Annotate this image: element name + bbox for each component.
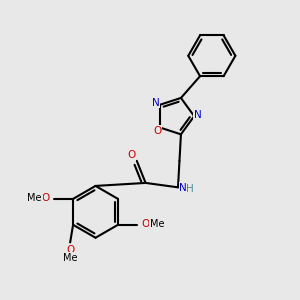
Text: N: N (179, 183, 187, 193)
Text: Me: Me (63, 253, 78, 263)
Text: O: O (66, 244, 75, 254)
Text: H: H (187, 184, 194, 194)
Text: O: O (153, 126, 161, 136)
Text: N: N (194, 110, 202, 120)
Text: N: N (152, 98, 160, 107)
Text: O: O (41, 193, 49, 203)
Text: Me: Me (150, 219, 164, 229)
Text: Me: Me (27, 193, 42, 203)
Text: O: O (128, 150, 136, 160)
Text: O: O (142, 219, 150, 229)
